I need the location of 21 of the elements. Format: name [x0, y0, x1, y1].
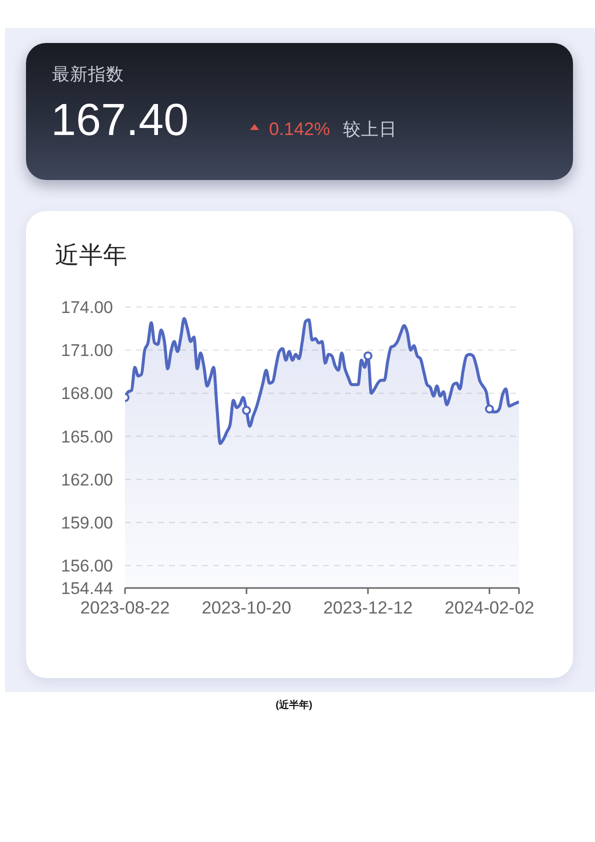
y-tick-label: 174.00	[61, 298, 113, 318]
x-tick-label: 2023-08-22	[80, 597, 170, 618]
text: 0.142%	[269, 118, 330, 140]
y-tick-label: 154.44	[61, 579, 113, 598]
y-tick-label: 168.00	[61, 384, 113, 404]
y-tick-label: 165.00	[61, 427, 113, 446]
point	[484, 404, 494, 414]
text: 较上日	[343, 118, 397, 140]
text: 167.40	[51, 94, 189, 146]
x-tick-label: 2023-10-20	[202, 597, 292, 618]
chart-title: 近半年	[55, 241, 127, 271]
y-tick-label: 159.00	[61, 514, 113, 533]
y-tick-label: 156.00	[61, 556, 113, 576]
y-tick-label: 171.00	[61, 341, 113, 360]
y-tick-label: 162.00	[61, 470, 113, 490]
x-tick-label: 2024-02-02	[444, 597, 534, 618]
point	[242, 406, 251, 415]
x-tick-label: 2023-12-12	[323, 597, 413, 618]
point	[363, 351, 372, 360]
text: (近半年)	[274, 699, 314, 713]
text: 最新指数	[52, 63, 124, 85]
